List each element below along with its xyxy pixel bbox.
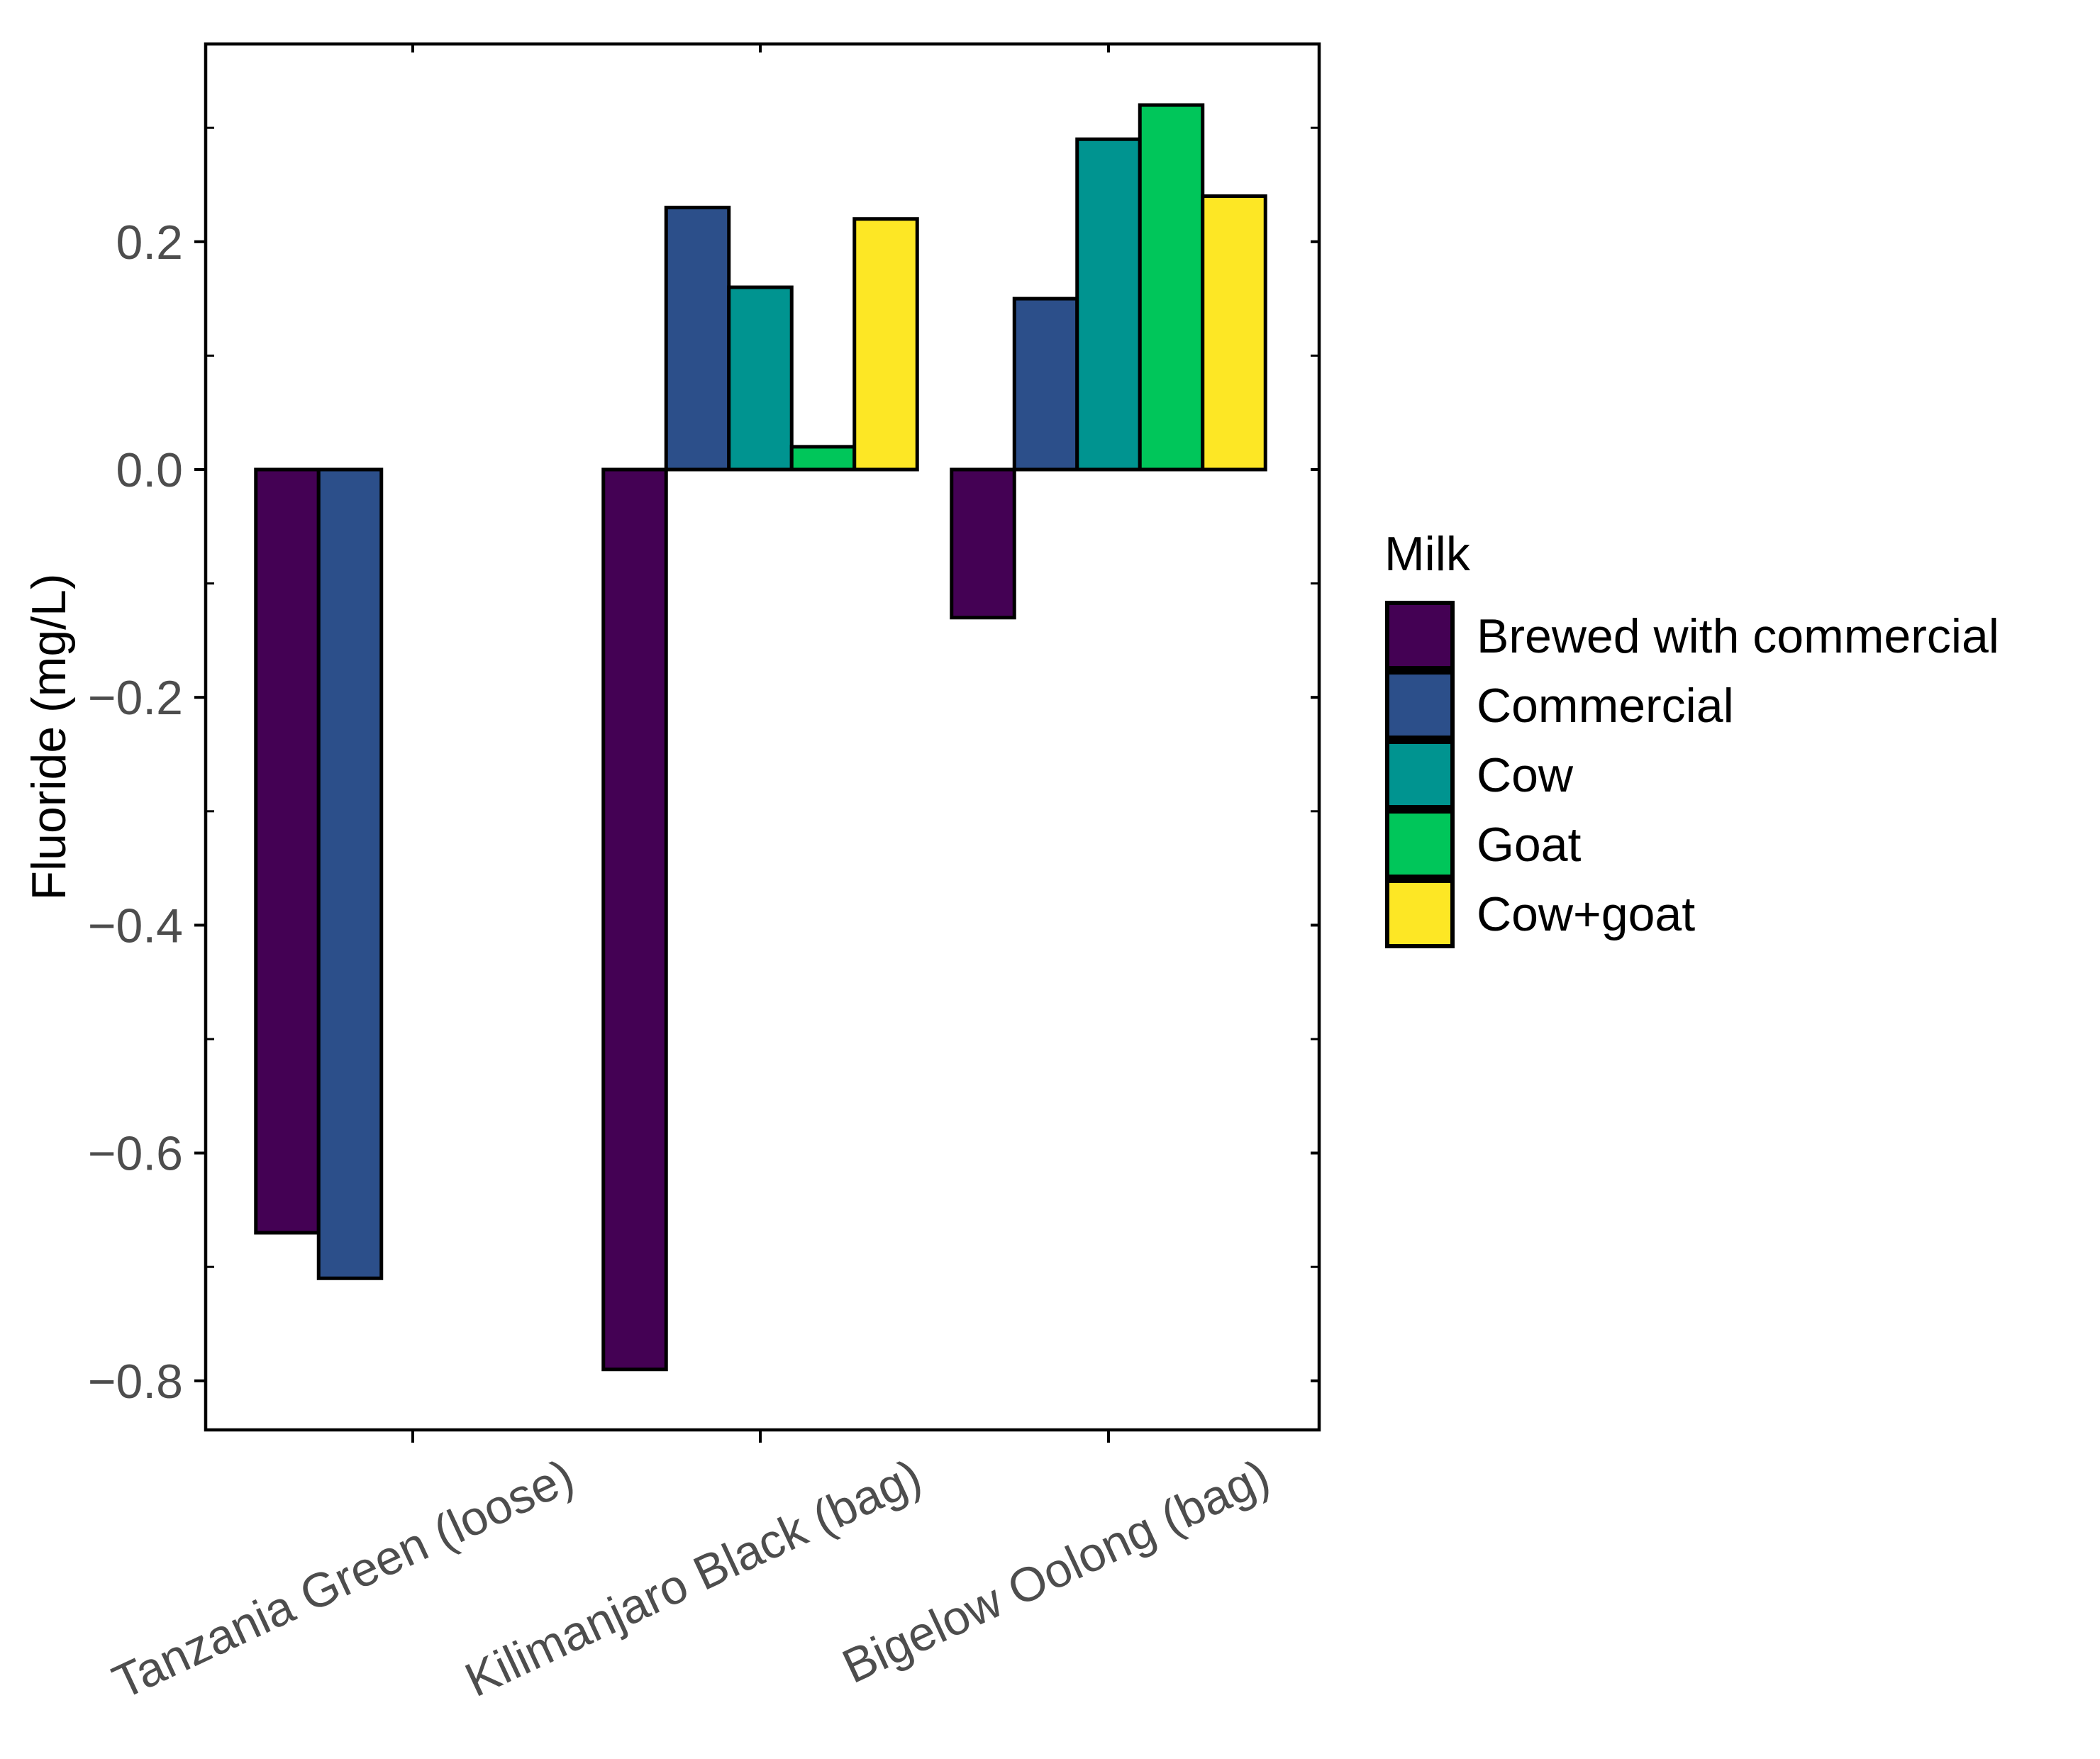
y-tick-label: −0.8: [88, 1355, 183, 1409]
bars-group: [254, 103, 1267, 1372]
y-tick-label: 0.2: [116, 216, 183, 270]
legend-label: Brewed with commercial: [1477, 609, 1999, 663]
bar-cow-goat-2: [852, 217, 919, 472]
legend-label: Cow: [1477, 748, 1574, 802]
legend-key-goat: [1385, 809, 1455, 879]
bar-brewed-with-commercial-2: [601, 467, 668, 1372]
bar-goat-3: [1138, 103, 1205, 472]
bar-brewed-with-commercial-1: [254, 467, 321, 1235]
y-axis-title: Fluoride (mg/L): [22, 573, 76, 900]
y-tick-label: −0.2: [88, 671, 183, 725]
y-tick-label: −0.4: [88, 899, 183, 953]
y-tick-label: 0.0: [116, 443, 183, 497]
legend-key-cow: [1385, 740, 1455, 809]
legend-label: Commercial: [1477, 679, 1734, 733]
legend-key-brewed-with-commercial: [1385, 601, 1455, 670]
legend-label: Cow+goat: [1477, 887, 1695, 941]
bar-cow-3: [1075, 137, 1142, 472]
legend-key-commercial: [1385, 670, 1455, 740]
bar-commercial-2: [664, 206, 731, 472]
legend-label: Goat: [1477, 818, 1582, 872]
bar-brewed-with-commercial-3: [950, 467, 1016, 620]
bar-cow-goat-3: [1201, 194, 1267, 472]
bar-commercial-1: [316, 467, 384, 1280]
y-tick-label: −0.6: [88, 1127, 183, 1181]
legend-key-cow-goat: [1385, 879, 1455, 948]
bar-cow-2: [727, 285, 794, 472]
bar-goat-2: [789, 445, 857, 472]
legend-title: Milk: [1384, 527, 1471, 581]
bar-commercial-3: [1012, 296, 1079, 472]
